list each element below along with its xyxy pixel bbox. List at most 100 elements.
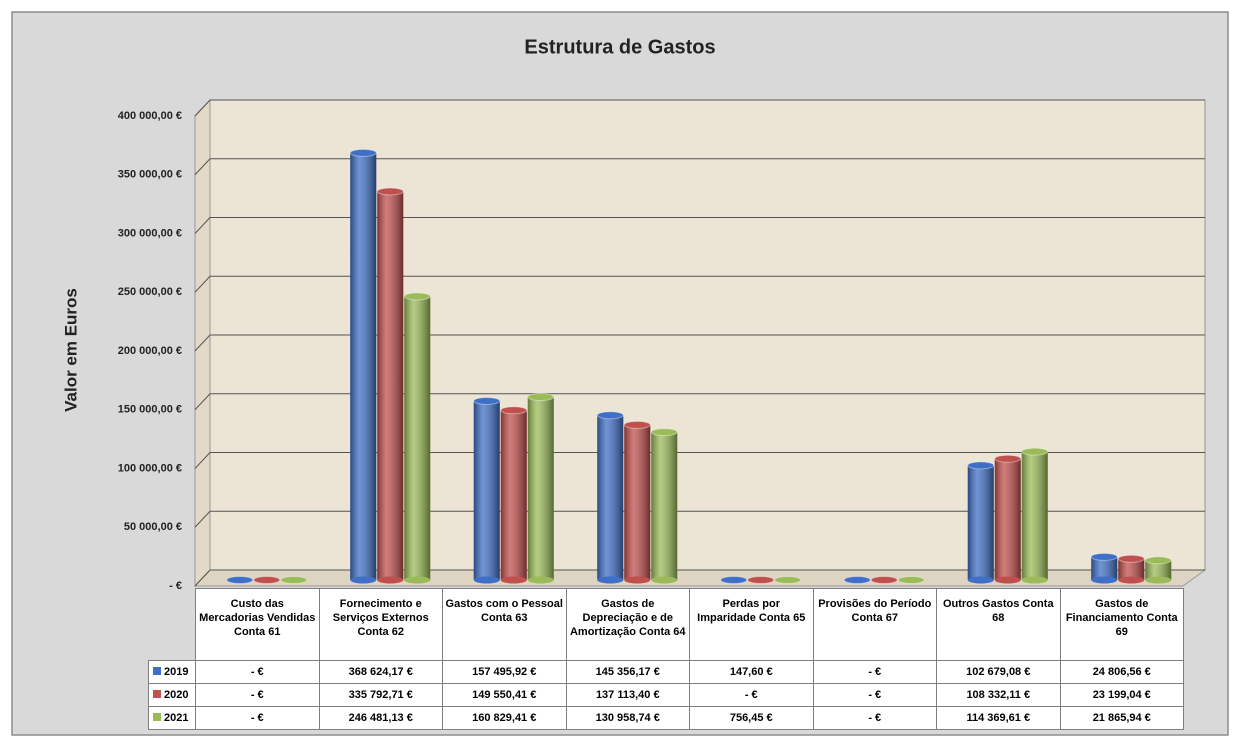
bar [280,576,308,584]
value-cell: 24 806,56 € [1059,660,1184,684]
value-cell: 21 865,94 € [1059,706,1184,730]
category-label: Outros Gastos Conta 68 [936,588,1061,661]
value-cell: - € [195,683,320,707]
bar-shade [350,152,377,580]
legend-swatch [153,713,161,721]
bar-base [527,576,554,584]
data-row: 2020- €335 792,71 €149 550,41 €137 113,4… [148,683,1184,707]
bar [774,576,802,584]
bar-base [350,576,377,584]
category-label: Custo das Mercadorias Vendidas Conta 61 [195,588,320,661]
y-tick-label: 100 000,00 € [118,462,182,474]
value-cell: 149 550,41 € [442,683,567,707]
category-label: Fornecimento e Serviços Externos Conta 6… [318,588,443,661]
bar-shade [527,397,554,580]
bar-base [1021,576,1048,584]
value-cell: 130 958,74 € [565,706,690,730]
legend-label: 2020 [164,689,189,701]
bar-top [280,576,308,584]
bar [527,393,555,584]
chart-title: Estrutura de Gastos [524,36,715,58]
bar-shade [651,432,678,580]
grid-line [194,217,1205,234]
bar-top [623,420,651,429]
bar-top [403,292,431,301]
value-cell: 246 481,13 € [318,706,443,730]
bar-base [500,576,527,584]
bar [1090,552,1118,584]
value-cell: - € [812,706,937,730]
legend-swatch [153,690,161,698]
bar-shade [500,410,527,580]
grid-line [194,334,1205,352]
value-cell: - € [195,660,320,684]
legend-label: 2019 [164,666,189,678]
category-label: Gastos com o Pessoal Conta 63 [442,588,567,661]
bar-top [376,187,404,196]
category-label: Perdas por Imparidade Conta 65 [689,588,814,661]
data-row: 2021- €246 481,13 €160 829,41 €130 958,7… [148,706,1184,730]
bar-top [843,576,871,584]
bar [500,406,528,584]
bar [473,396,501,584]
value-cell: 114 369,61 € [936,706,1061,730]
bar-shade [473,400,500,580]
bar-top [253,576,281,584]
bar-top [747,576,775,584]
bar [253,576,281,584]
grid-line [194,393,1205,411]
y-tick-label: - € [169,580,182,592]
y-tick-label: 50 000,00 € [124,521,182,533]
bar-base [1145,576,1172,584]
bar-top [967,461,995,470]
bar-top [500,406,528,415]
bar [994,454,1022,584]
legend-label: 2021 [164,712,189,724]
bar-shade [1021,451,1048,580]
legend-swatch [153,667,161,675]
bar-top [349,148,377,157]
bar [897,576,925,584]
grid-line [194,275,1205,293]
value-cell: - € [689,683,814,707]
bar-base [624,576,651,584]
grid-line [194,569,1205,587]
bar [967,461,995,584]
category-label: Provisões do Período Conta 67 [812,588,937,661]
grid-line [194,510,1205,528]
bar [650,428,678,584]
bar-top [650,428,678,437]
bar [226,576,254,584]
legend-entry: 2021 [148,706,196,730]
bar [1144,556,1172,584]
bar-top [994,454,1022,463]
bar-top [870,576,898,584]
bar-top [897,576,925,584]
bar-top [720,576,748,584]
y-tick-label: 350 000,00 € [118,169,182,181]
y-axis-label: Valor em Euros [61,288,80,412]
bar [376,187,404,584]
blank-cell [149,589,196,661]
bar-top [473,396,501,405]
grid-line [194,158,1205,176]
y-tick-label: 200 000,00 € [118,345,182,357]
bar-base [967,576,994,584]
value-cell: 145 356,17 € [565,660,690,684]
header-row: Custo das Mercadorias Vendidas Conta 61 F… [149,588,1184,661]
bar-shade [404,296,431,580]
category-label: Gastos de Depreciação e de Amortização C… [565,588,690,661]
bar-base [404,576,431,584]
bar-shade [1091,556,1118,580]
bar-shade [994,458,1021,580]
bar-top [527,393,555,402]
grid-line [194,452,1205,469]
bar-base [597,576,624,584]
value-cell: 147,60 € [689,660,814,684]
bar-shade [597,415,624,580]
bar-base [377,576,404,584]
bar [870,576,898,584]
value-cell: 23 199,04 € [1059,683,1184,707]
data-row: 2019- €368 624,17 €157 495,92 €145 356,1… [148,660,1184,684]
